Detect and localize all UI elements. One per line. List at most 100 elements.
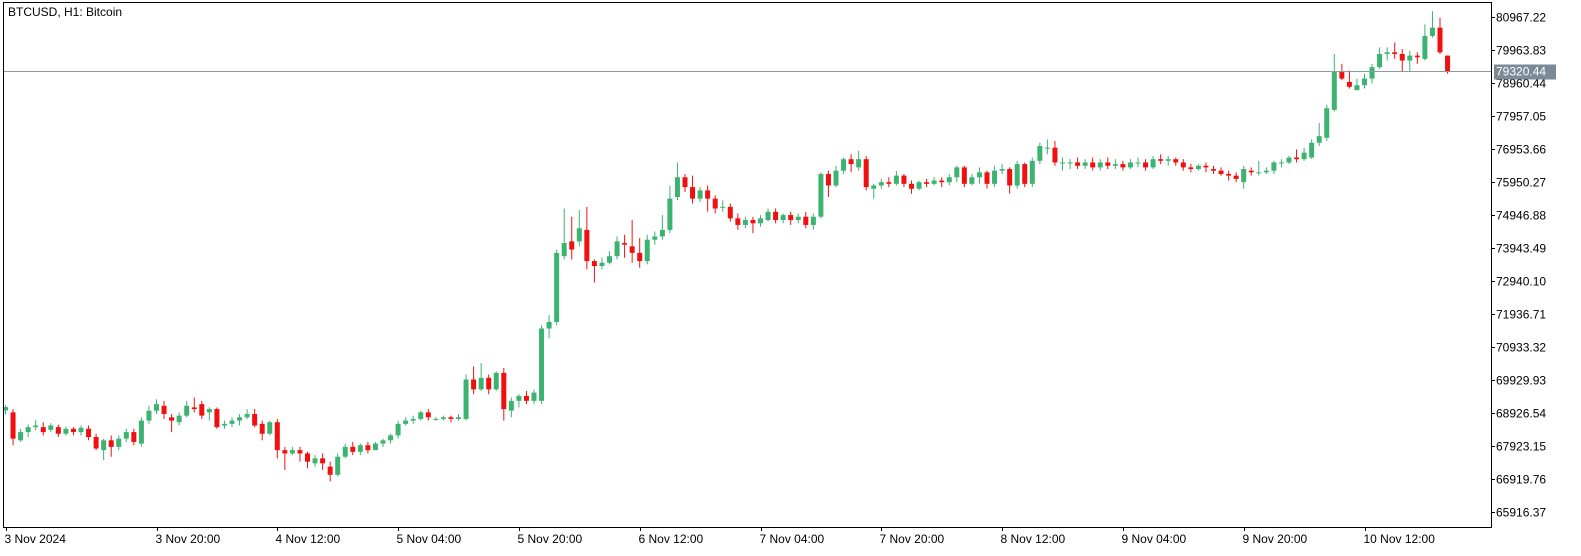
candle [1120, 160, 1126, 171]
candle-body [758, 218, 763, 224]
price-axis-label: 77957.05 [1496, 110, 1546, 124]
candle [833, 165, 839, 188]
candle [1301, 147, 1307, 161]
candle-body [1256, 172, 1262, 174]
candle-body [33, 425, 39, 428]
candle [101, 438, 107, 461]
candle-body [1143, 162, 1149, 168]
candle-body [629, 246, 635, 253]
candle-body [18, 432, 24, 441]
price-axis-label: 70933.32 [1496, 341, 1546, 355]
time-axis-label: 6 Nov 12:00 [639, 532, 704, 546]
candle [1188, 164, 1194, 173]
candle [682, 173, 688, 193]
time-axis[interactable]: 3 Nov 2024 3 Nov 20:00 4 Nov 12:00 5 Nov 04… [5, 527, 1436, 546]
candle [93, 433, 99, 451]
candle-body [1195, 165, 1201, 170]
candle-body [350, 446, 356, 452]
candle-body [138, 420, 144, 444]
candle [954, 165, 960, 183]
candle-body [539, 328, 545, 401]
candle [214, 407, 220, 429]
candle-body [440, 417, 446, 419]
candle [1286, 155, 1292, 165]
candle [146, 405, 152, 424]
candle [916, 180, 922, 191]
candle [55, 424, 61, 438]
candle-body [267, 422, 273, 434]
candle [267, 420, 273, 436]
price-axis-label: 73943.49 [1496, 242, 1546, 256]
candle [720, 200, 726, 212]
candle-body [199, 404, 205, 416]
candle-body [1082, 162, 1088, 166]
candle [735, 213, 741, 230]
candle-body [289, 450, 295, 454]
candle [765, 208, 771, 222]
candle [380, 438, 386, 447]
candle-body [1067, 162, 1073, 164]
candle [1445, 55, 1451, 74]
candle-body [365, 445, 371, 451]
candle-body [667, 198, 673, 230]
candle [750, 216, 756, 234]
candle-body [712, 198, 718, 209]
candle-body [1158, 159, 1164, 161]
candle [274, 418, 280, 459]
candle [810, 213, 816, 230]
candle [1256, 160, 1262, 176]
candle-body [305, 453, 310, 462]
candle [1082, 159, 1088, 170]
candle-body [924, 182, 930, 184]
candle [1278, 159, 1284, 168]
candle-body [976, 172, 982, 178]
candle-body [644, 239, 650, 262]
candle-body [1407, 55, 1413, 61]
candle [3, 405, 8, 415]
candle-body [169, 417, 175, 421]
candle [1090, 157, 1096, 171]
candle [1060, 157, 1065, 171]
candle [780, 213, 786, 224]
candle-body [282, 450, 288, 454]
price-axis-label: 67923.15 [1496, 440, 1546, 454]
candle [10, 409, 16, 446]
candle [1248, 167, 1254, 176]
candle-body [244, 413, 250, 418]
candle-body [591, 261, 597, 267]
candle-body [1399, 53, 1405, 61]
candle [1271, 160, 1277, 174]
time-axis-label: 4 Nov 12:00 [276, 532, 341, 546]
candle [674, 162, 680, 201]
candle [1165, 155, 1171, 166]
candle [252, 409, 258, 428]
candle [667, 185, 673, 234]
candle-body [259, 423, 265, 434]
candle-body [946, 177, 952, 183]
candle [410, 415, 416, 424]
candle-body [818, 173, 824, 217]
candle-body [531, 392, 537, 401]
candle-body [1233, 175, 1239, 179]
price-axis-label: 66919.76 [1496, 473, 1546, 487]
candle-body [584, 229, 590, 262]
candle-body [984, 172, 990, 184]
candle-body [901, 175, 907, 184]
candle-body [1090, 162, 1096, 168]
candle [939, 177, 945, 188]
candle-body [486, 377, 492, 390]
candle [1158, 154, 1164, 165]
candle-body [1097, 162, 1103, 168]
candle-body [161, 405, 167, 414]
candle [237, 413, 243, 426]
candle-body [116, 438, 122, 447]
candle-body [1369, 67, 1375, 79]
candle-body [388, 435, 394, 441]
price-axis[interactable]: 80967.22 79963.83 78960.44 77957.05 76953.66… [1491, 11, 1546, 520]
candle-body [1422, 35, 1428, 59]
candle [1294, 149, 1300, 163]
candle [614, 236, 620, 260]
candle-body [1135, 162, 1141, 164]
candle [1331, 53, 1337, 112]
